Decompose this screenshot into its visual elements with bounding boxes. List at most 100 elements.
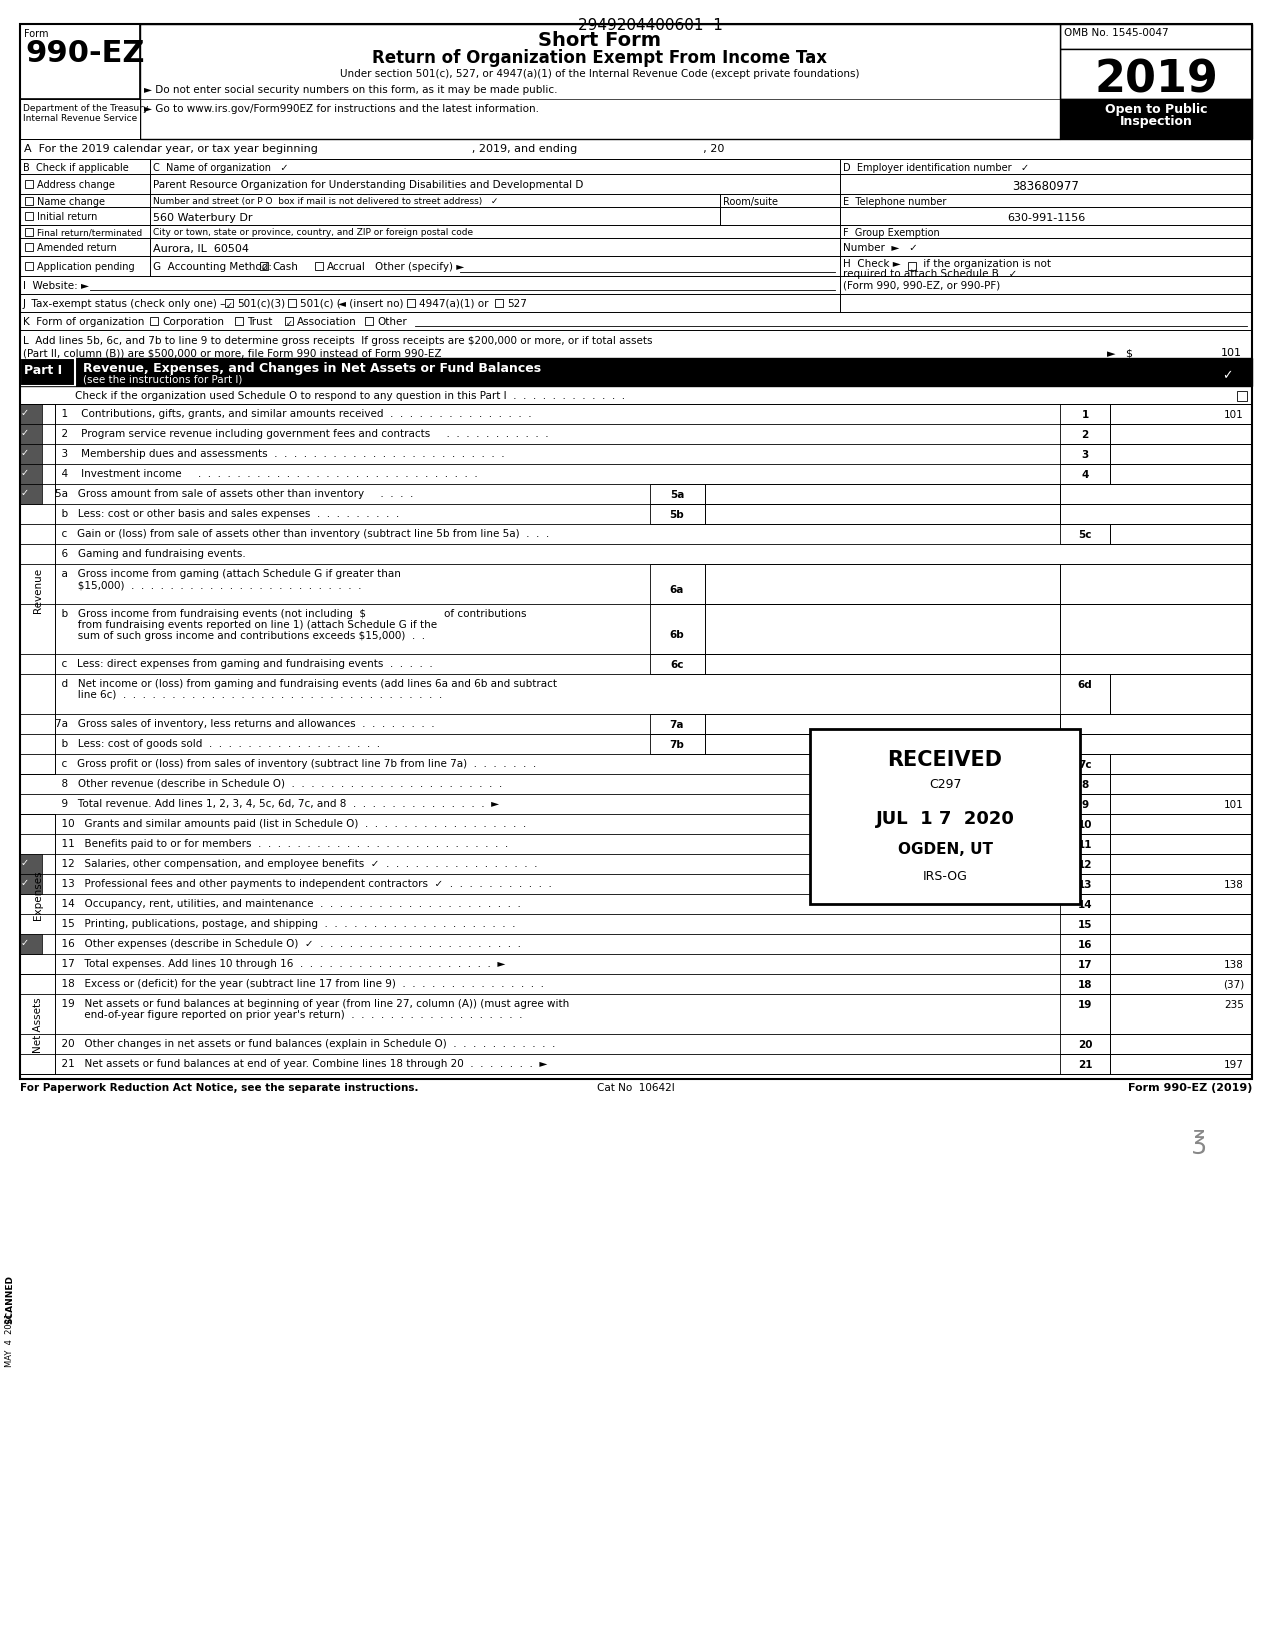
Text: ✓: ✓ xyxy=(1222,369,1233,382)
Bar xyxy=(20,359,1252,387)
Bar xyxy=(650,504,705,524)
Bar xyxy=(1110,875,1252,895)
Bar xyxy=(20,425,42,445)
Text: 101: 101 xyxy=(1224,410,1244,420)
Bar xyxy=(407,300,415,308)
Text: 5b: 5b xyxy=(669,509,684,519)
Text: Revenue, Expenses, and Changes in Net Assets or Fund Balances: Revenue, Expenses, and Changes in Net As… xyxy=(83,363,541,374)
Bar xyxy=(840,160,1252,175)
Text: 560 Waterbury Dr: 560 Waterbury Dr xyxy=(153,213,253,222)
Text: 1    Contributions, gifts, grants, and similar amounts received  .  .  .  .  .  : 1 Contributions, gifts, grants, and simi… xyxy=(55,409,532,419)
Bar xyxy=(1110,794,1252,814)
Bar xyxy=(1060,1055,1110,1074)
Bar xyxy=(1110,934,1252,954)
Text: Room/suite: Room/suite xyxy=(722,196,778,208)
Text: 7c: 7c xyxy=(1079,760,1091,770)
Bar xyxy=(650,735,705,755)
Text: Accrual: Accrual xyxy=(327,262,366,272)
Text: E  Telephone number: E Telephone number xyxy=(843,196,946,208)
Text: 17: 17 xyxy=(1077,959,1093,969)
Bar xyxy=(1060,674,1110,715)
Bar xyxy=(1060,465,1110,485)
Text: 10: 10 xyxy=(1077,819,1093,829)
Bar xyxy=(150,239,840,257)
Bar xyxy=(1110,445,1252,465)
Text: (see the instructions for Part I): (see the instructions for Part I) xyxy=(83,374,243,384)
Text: Form: Form xyxy=(24,30,48,40)
Bar xyxy=(365,318,373,326)
Bar xyxy=(1060,814,1110,834)
Bar xyxy=(1060,25,1252,49)
Text: 138: 138 xyxy=(1224,959,1244,969)
Bar xyxy=(1060,405,1110,425)
Text: ✓: ✓ xyxy=(261,264,267,272)
Text: 9   Total revenue. Add lines 1, 2, 3, 4, 5c, 6d, 7c, and 8  .  .  .  .  .  .  . : 9 Total revenue. Add lines 1, 2, 3, 4, 5… xyxy=(55,799,499,809)
Text: b   Less: cost or other basis and sales expenses  .  .  .  .  .  .  .  .  .: b Less: cost or other basis and sales ex… xyxy=(55,509,399,519)
Bar xyxy=(1060,915,1110,934)
Bar xyxy=(908,262,916,270)
Bar xyxy=(140,101,1060,140)
Bar xyxy=(20,160,150,175)
Text: b   Less: cost of goods sold  .  .  .  .  .  .  .  .  .  .  .  .  .  .  .  .  . : b Less: cost of goods sold . . . . . . .… xyxy=(55,738,380,748)
Text: 527: 527 xyxy=(508,298,527,308)
Text: c   Gain or (loss) from sale of assets other than inventory (subtract line 5b fr: c Gain or (loss) from sale of assets oth… xyxy=(55,529,550,539)
Bar xyxy=(25,213,33,221)
Text: Association: Association xyxy=(296,316,356,326)
Text: 8   Other revenue (describe in Schedule O)  .  .  .  .  .  .  .  .  .  .  .  .  : 8 Other revenue (describe in Schedule O)… xyxy=(55,778,502,788)
Text: Number and street (or P O  box if mail is not delivered to street address)   ✓: Number and street (or P O box if mail is… xyxy=(153,196,499,206)
Text: 20: 20 xyxy=(1077,1040,1093,1050)
Bar xyxy=(1110,1035,1252,1055)
Text: Other: Other xyxy=(377,316,407,326)
Text: 2    Program service revenue including government fees and contracts     .  .  .: 2 Program service revenue including gove… xyxy=(55,428,548,438)
Bar xyxy=(235,318,243,326)
Bar xyxy=(285,318,293,326)
Bar xyxy=(1110,895,1252,915)
Bar xyxy=(150,175,840,194)
Text: Form 990-EZ (2019): Form 990-EZ (2019) xyxy=(1127,1083,1252,1093)
Bar xyxy=(705,605,1060,654)
Bar xyxy=(1060,934,1110,954)
Bar xyxy=(150,318,158,326)
Bar xyxy=(650,605,705,654)
Text: Number  ►   ✓: Number ► ✓ xyxy=(843,242,918,252)
Text: ℥: ℥ xyxy=(1192,1129,1207,1154)
Text: I  Website: ►: I Website: ► xyxy=(23,280,89,290)
Text: 11: 11 xyxy=(1077,839,1093,849)
Text: Final return/terminated: Final return/terminated xyxy=(37,227,142,237)
Bar xyxy=(1110,674,1252,715)
Bar xyxy=(1110,465,1252,485)
Text: Application pending: Application pending xyxy=(37,262,135,272)
Text: ✓: ✓ xyxy=(225,300,233,310)
Text: Open to Public: Open to Public xyxy=(1105,102,1207,115)
Bar xyxy=(840,239,1252,257)
Bar xyxy=(1110,524,1252,545)
Bar xyxy=(810,730,1080,905)
Bar xyxy=(650,485,705,504)
Text: sum of such gross income and contributions exceeds $15,000)  .  .: sum of such gross income and contributio… xyxy=(55,631,425,641)
Bar xyxy=(1060,654,1252,674)
Bar xyxy=(705,735,1060,755)
Text: JUL  1 7  2020: JUL 1 7 2020 xyxy=(875,809,1015,827)
Bar xyxy=(20,814,55,974)
Bar xyxy=(840,208,1252,226)
Text: 4: 4 xyxy=(1081,470,1089,480)
Text: C297: C297 xyxy=(929,778,962,791)
Text: Part I: Part I xyxy=(24,364,62,377)
Bar xyxy=(20,875,42,895)
Text: 16   Other expenses (describe in Schedule O)  ✓  .  .  .  .  .  .  .  .  .  .  .: 16 Other expenses (describe in Schedule … xyxy=(55,938,522,949)
Bar xyxy=(1110,775,1252,794)
Bar xyxy=(25,198,33,206)
Text: Aurora, IL  60504: Aurora, IL 60504 xyxy=(153,244,249,254)
Text: 6b: 6b xyxy=(669,630,684,639)
Text: IRS-OG: IRS-OG xyxy=(922,870,968,882)
Text: 7a   Gross sales of inventory, less returns and allowances  .  .  .  .  .  .  . : 7a Gross sales of inventory, less return… xyxy=(55,719,435,728)
Text: 4    Investment income     .  .  .  .  .  .  .  .  .  .  .  .  .  .  .  .  .  . : 4 Investment income . . . . . . . . . . … xyxy=(55,468,478,478)
Bar xyxy=(20,934,42,954)
Text: 21   Net assets or fund balances at end of year. Combine lines 18 through 20  . : 21 Net assets or fund balances at end of… xyxy=(55,1058,547,1068)
Text: SCANNED: SCANNED xyxy=(5,1274,14,1323)
Text: 383680977: 383680977 xyxy=(1013,180,1080,193)
Text: RECEIVED: RECEIVED xyxy=(888,750,1002,770)
Text: 15   Printing, publications, postage, and shipping  .  .  .  .  .  .  .  .  .  .: 15 Printing, publications, postage, and … xyxy=(55,918,515,928)
Bar xyxy=(150,160,840,175)
Bar xyxy=(1060,854,1110,875)
